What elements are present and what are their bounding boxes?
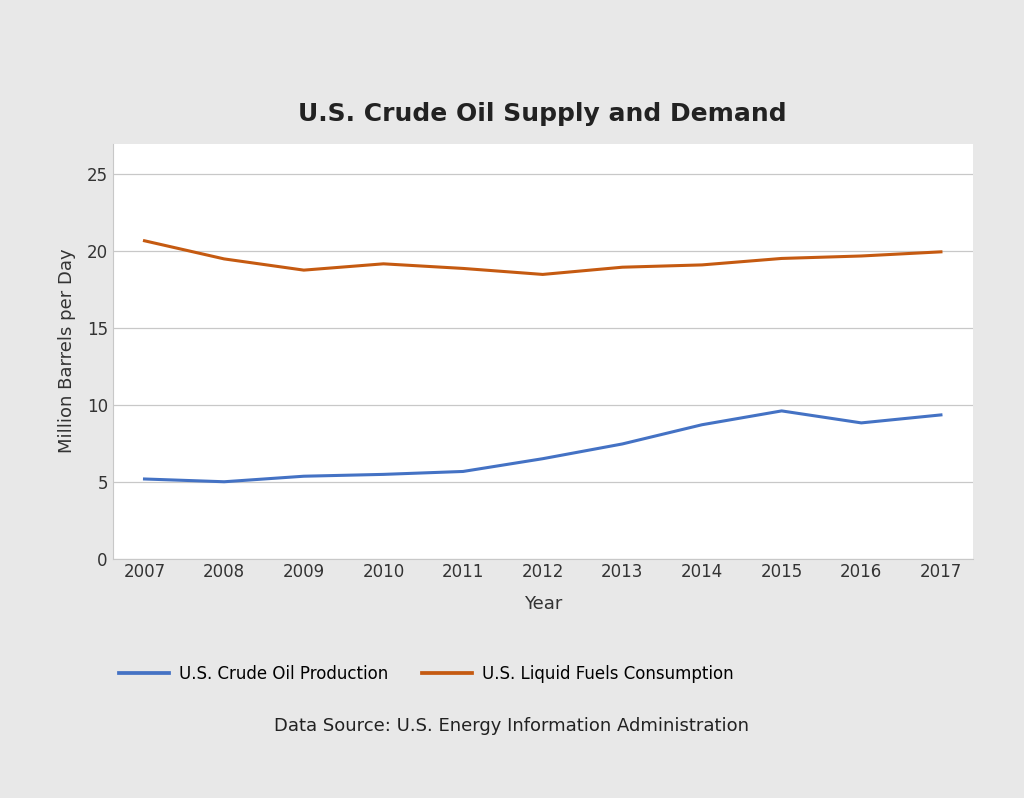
Y-axis label: Million Barrels per Day: Million Barrels per Day [57, 249, 76, 453]
Title: U.S. Crude Oil Supply and Demand: U.S. Crude Oil Supply and Demand [298, 102, 787, 126]
X-axis label: Year: Year [523, 595, 562, 614]
Legend: U.S. Crude Oil Production, U.S. Liquid Fuels Consumption: U.S. Crude Oil Production, U.S. Liquid F… [113, 658, 740, 689]
Text: Data Source: U.S. Energy Information Administration: Data Source: U.S. Energy Information Adm… [274, 717, 750, 735]
